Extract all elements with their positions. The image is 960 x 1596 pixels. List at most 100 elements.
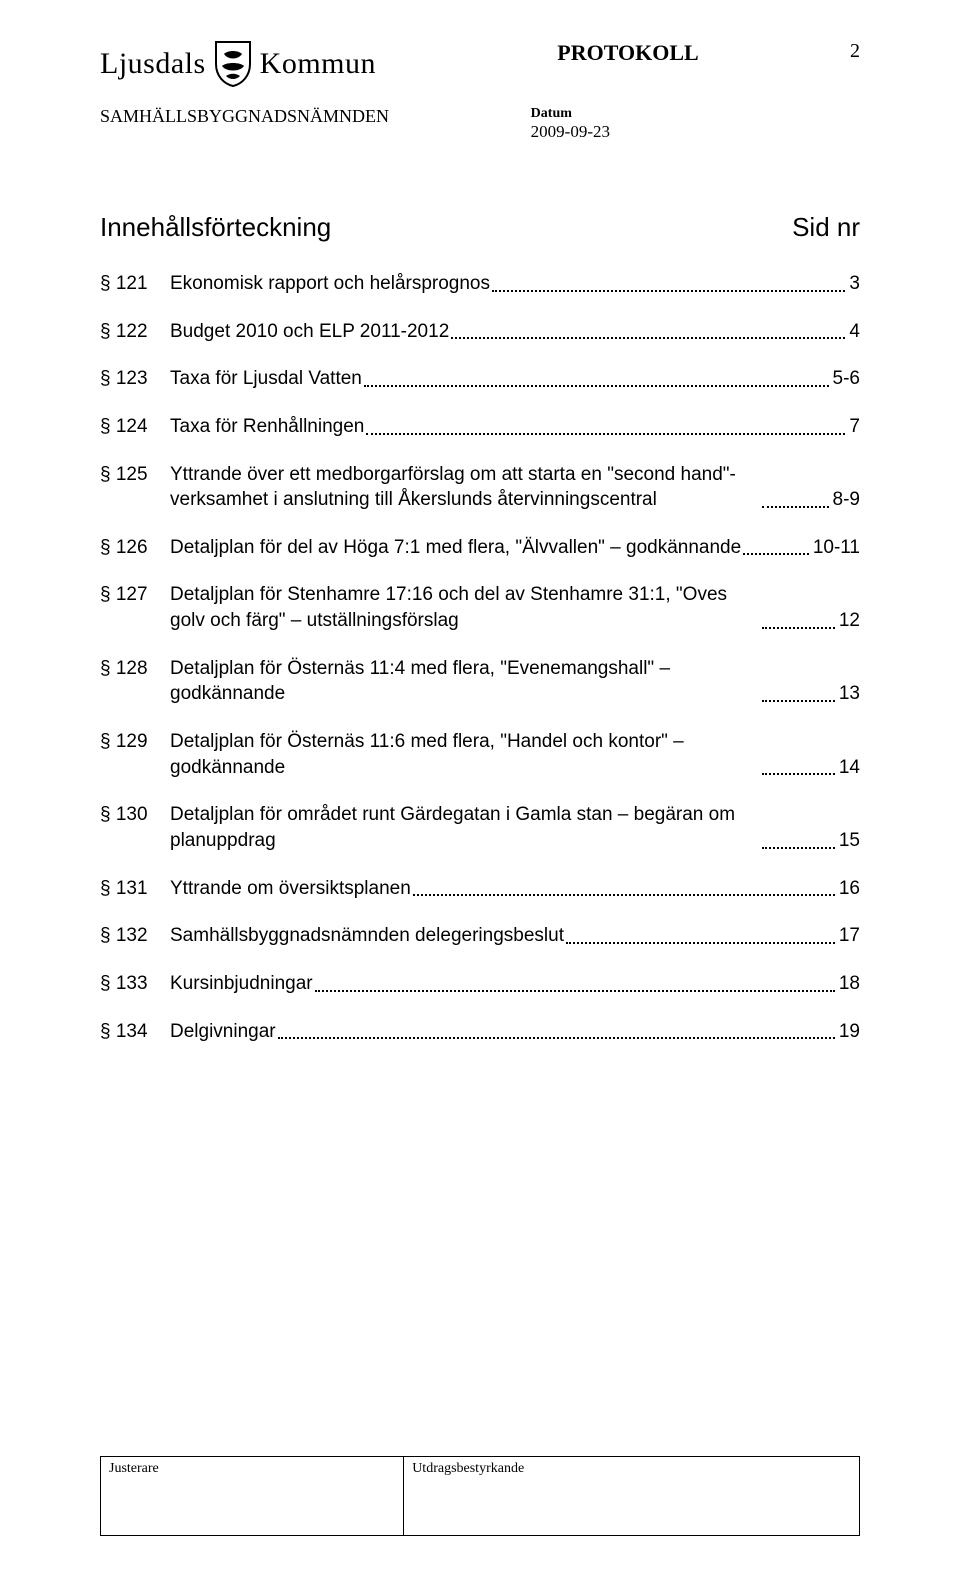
dot-leader (762, 773, 835, 775)
toc-section: § 123 (100, 366, 170, 392)
toc-row: § 123 Taxa för Ljusdal Vatten 5-6 (100, 366, 860, 392)
toc-body: Delgivningar 19 (170, 1019, 860, 1045)
toc-entry-page: 4 (849, 319, 860, 345)
toc-section: § 127 (100, 582, 170, 608)
toc-section: § 132 (100, 923, 170, 949)
date-value: 2009-09-23 (531, 122, 610, 142)
toc-body: Detaljplan för Stenhamre 17:16 och del a… (170, 582, 860, 633)
toc-entry-title: Detaljplan för del av Höga 7:1 med flera… (170, 535, 741, 561)
toc-header: Innehållsförteckning Sid nr (100, 212, 860, 243)
toc-row: § 131 Yttrande om översiktsplanen 16 (100, 876, 860, 902)
toc-title: Innehållsförteckning (100, 212, 331, 243)
toc-entry-title: Budget 2010 och ELP 2011-2012 (170, 319, 449, 345)
toc-entry-page: 3 (849, 271, 860, 297)
committee-name: SAMHÄLLSBYGGNADSNÄMNDEN (100, 106, 389, 142)
shield-icon (212, 40, 254, 88)
toc-entry-page: 16 (839, 876, 860, 902)
toc-row: § 134 Delgivningar 19 (100, 1019, 860, 1045)
protokoll-title: PROTOKOLL (557, 40, 698, 65)
toc-section: § 129 (100, 729, 170, 755)
toc-body: Taxa för Ljusdal Vatten 5-6 (170, 366, 860, 392)
toc-row: § 122 Budget 2010 och ELP 2011-2012 4 (100, 319, 860, 345)
toc-entry-title: Delgivningar (170, 1019, 276, 1045)
toc-entry-title: Kursinbjudningar (170, 971, 313, 997)
toc-section: § 126 (100, 535, 170, 561)
toc-body: Yttrande över ett medborgarförslag om at… (170, 462, 860, 513)
toc-entry-page: 14 (839, 755, 860, 781)
toc-body: Samhällsbyggnadsnämnden delegeringsbeslu… (170, 923, 860, 949)
toc-body: Detaljplan för området runt Gärdegatan i… (170, 802, 860, 853)
footer-grid: Justerare Utdragsbestyrkande (100, 1456, 860, 1536)
header-subrow: SAMHÄLLSBYGGNADSNÄMNDEN Datum 2009-09-23 (100, 106, 860, 142)
table-of-contents: § 121 Ekonomisk rapport och helårsprogno… (100, 271, 860, 1044)
toc-row: § 133 Kursinbjudningar 18 (100, 971, 860, 997)
toc-body: Yttrande om översiktsplanen 16 (170, 876, 860, 902)
toc-body: Detaljplan för Östernäs 11:6 med flera, … (170, 729, 860, 780)
header-row: Ljusdals Kommun PROTOKOLL 2 (100, 40, 860, 88)
dot-leader (278, 1037, 835, 1039)
toc-entry-title: Samhällsbyggnadsnämnden delegeringsbeslu… (170, 923, 564, 949)
toc-body: Detaljplan för Östernäs 11:4 med flera, … (170, 656, 860, 707)
toc-row: § 121 Ekonomisk rapport och helårsprogno… (100, 271, 860, 297)
toc-entry-title: Taxa för Ljusdal Vatten (170, 366, 362, 392)
toc-entry-title: Detaljplan för Östernäs 11:6 med flera, … (170, 729, 760, 780)
dot-leader (315, 990, 835, 992)
toc-section: § 134 (100, 1019, 170, 1045)
municipal-logo: Ljusdals Kommun (100, 40, 376, 88)
toc-entry-page: 10-11 (813, 535, 860, 561)
toc-entry-page: 17 (839, 923, 860, 949)
toc-entry-title: Detaljplan för området runt Gärdegatan i… (170, 802, 760, 853)
toc-entry-page: 13 (839, 681, 860, 707)
toc-body: Ekonomisk rapport och helårsprognos 3 (170, 271, 860, 297)
dot-leader (762, 847, 835, 849)
toc-body: Kursinbjudningar 18 (170, 971, 860, 997)
dot-leader (566, 942, 835, 944)
toc-row: § 126 Detaljplan för del av Höga 7:1 med… (100, 535, 860, 561)
toc-section: § 124 (100, 414, 170, 440)
toc-entry-page: 5-6 (833, 366, 860, 392)
footer-left-label: Justerare (101, 1457, 404, 1535)
dot-leader (492, 290, 845, 292)
toc-body: Detaljplan för del av Höga 7:1 med flera… (170, 535, 860, 561)
toc-row: § 124 Taxa för Renhållningen 7 (100, 414, 860, 440)
dot-leader (451, 337, 845, 339)
toc-entry-page: 7 (849, 414, 860, 440)
toc-entry-page: 15 (839, 828, 860, 854)
date-label: Datum (531, 106, 610, 122)
toc-row: § 130 Detaljplan för området runt Gärdeg… (100, 802, 860, 853)
dot-leader (413, 894, 835, 896)
toc-section: § 128 (100, 656, 170, 682)
logo-text-left: Ljusdals (100, 47, 206, 81)
toc-row: § 125 Yttrande över ett medborgarförslag… (100, 462, 860, 513)
toc-row: § 127 Detaljplan för Stenhamre 17:16 och… (100, 582, 860, 633)
toc-row: § 132 Samhällsbyggnadsnämnden delegering… (100, 923, 860, 949)
toc-entry-title: Detaljplan för Stenhamre 17:16 och del a… (170, 582, 760, 633)
toc-entry-page: 18 (839, 971, 860, 997)
footer-right-label: Utdragsbestyrkande (404, 1457, 859, 1535)
toc-entry-title: Yttrande om översiktsplanen (170, 876, 411, 902)
toc-section: § 121 (100, 271, 170, 297)
toc-entry-title: Yttrande över ett medborgarförslag om at… (170, 462, 760, 513)
date-block: Datum 2009-09-23 (531, 106, 610, 142)
toc-entry-page: 8-9 (833, 487, 860, 513)
toc-entry-title: Ekonomisk rapport och helårsprognos (170, 271, 490, 297)
footer: Justerare Utdragsbestyrkande (100, 1456, 860, 1536)
toc-page-label: Sid nr (792, 212, 860, 243)
toc-section: § 122 (100, 319, 170, 345)
toc-entry-page: 12 (839, 608, 860, 634)
toc-row: § 129 Detaljplan för Östernäs 11:6 med f… (100, 729, 860, 780)
toc-entry-title: Taxa för Renhållningen (170, 414, 364, 440)
dot-leader (743, 553, 809, 555)
dot-leader (762, 700, 835, 702)
dot-leader (762, 627, 835, 629)
dot-leader (366, 433, 845, 435)
protokoll-block: PROTOKOLL (557, 40, 698, 66)
logo-text-right: Kommun (260, 47, 376, 81)
toc-body: Taxa för Renhållningen 7 (170, 414, 860, 440)
dot-leader (762, 506, 829, 508)
toc-entry-page: 19 (839, 1019, 860, 1045)
toc-body: Budget 2010 och ELP 2011-2012 4 (170, 319, 860, 345)
toc-row: § 128 Detaljplan för Östernäs 11:4 med f… (100, 656, 860, 707)
toc-section: § 131 (100, 876, 170, 902)
toc-section: § 130 (100, 802, 170, 828)
